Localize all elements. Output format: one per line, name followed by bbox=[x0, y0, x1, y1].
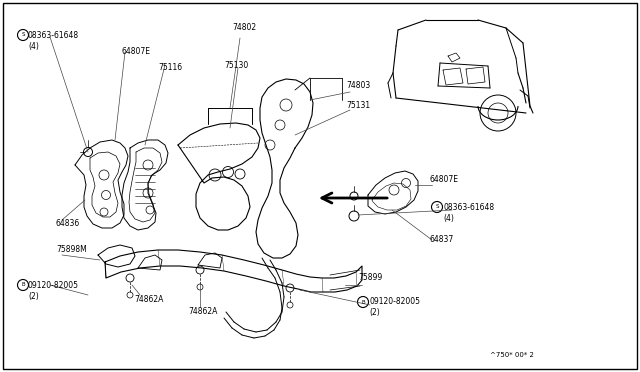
Text: 09120-82005: 09120-82005 bbox=[369, 298, 420, 307]
Text: 74802: 74802 bbox=[232, 23, 256, 32]
Text: 08363-61648: 08363-61648 bbox=[443, 202, 494, 212]
Text: B: B bbox=[21, 282, 25, 288]
Text: S: S bbox=[21, 32, 25, 38]
Text: 74862A: 74862A bbox=[188, 308, 218, 317]
Text: (2): (2) bbox=[369, 308, 380, 317]
Text: 75130: 75130 bbox=[224, 61, 248, 71]
Text: S: S bbox=[435, 205, 439, 209]
Text: 64836: 64836 bbox=[56, 219, 80, 228]
Text: 64807E: 64807E bbox=[430, 176, 459, 185]
Text: 74862A: 74862A bbox=[134, 295, 163, 305]
FancyBboxPatch shape bbox=[3, 3, 637, 369]
Text: 75898M: 75898M bbox=[56, 246, 87, 254]
Text: 64837: 64837 bbox=[430, 235, 454, 244]
Text: 75116: 75116 bbox=[158, 62, 182, 71]
Text: 74803: 74803 bbox=[346, 80, 371, 90]
Text: 75899: 75899 bbox=[358, 273, 382, 282]
Text: 08363-61648: 08363-61648 bbox=[28, 31, 79, 39]
Text: ^750* 00* 2: ^750* 00* 2 bbox=[490, 352, 534, 358]
Text: B: B bbox=[361, 299, 365, 305]
Text: (4): (4) bbox=[28, 42, 39, 51]
Text: (4): (4) bbox=[443, 214, 454, 222]
Text: 09120-82005: 09120-82005 bbox=[28, 280, 79, 289]
Text: 75131: 75131 bbox=[346, 100, 370, 109]
Text: (2): (2) bbox=[28, 292, 39, 301]
Text: 64807E: 64807E bbox=[122, 48, 151, 57]
